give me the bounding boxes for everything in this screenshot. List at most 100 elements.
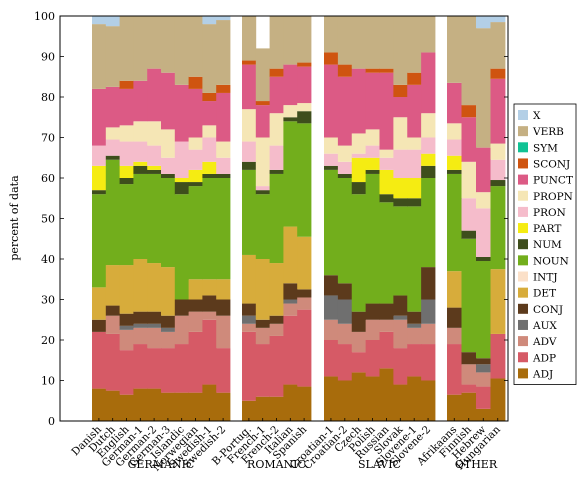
bar-segment-german-3-propn (161, 129, 176, 158)
bar-segment-danish-x (92, 16, 107, 25)
y-tick-label-90: 90 (41, 51, 55, 64)
bar-segment-swedish-1-num (202, 173, 217, 178)
bar-segment-hungarian-propn (490, 143, 506, 160)
bar-segment-hungarian-adp (490, 333, 506, 379)
bar-segment-hebrew-noun (476, 261, 491, 359)
bar-segment-hungarian-x (490, 16, 506, 23)
bar-segment-french-1-adj (255, 396, 270, 421)
bar-segment-b-portug-conj (242, 303, 257, 316)
legend-swatch-sym (518, 142, 528, 153)
bar-segment-czech-adv (351, 331, 367, 353)
bar-segment-english-part (119, 165, 134, 178)
bar-segment-czech-num (351, 182, 367, 195)
bar-segment-slovene-1-part (407, 178, 422, 199)
group-label-other: OTHER (455, 458, 498, 471)
bar-segment-french-1-verb (255, 48, 270, 102)
legend-label-noun: NOUN (533, 255, 569, 267)
bar-segment-danish-noun (92, 194, 107, 288)
bar-segment-french-2-det (269, 263, 284, 316)
bar-segment-french-2-adp (269, 335, 284, 397)
legend-label-sym: SYM (533, 142, 558, 154)
bar-segment-swedish-1-propn (202, 125, 217, 138)
bar-segment-b-portug-num (242, 161, 257, 170)
bar-segment-danish-pron (92, 145, 107, 166)
bar-segment-french-1-adp (255, 344, 270, 397)
bar-segment-french-1-noun (255, 194, 270, 259)
bar-segment-swedish-1-noun (202, 178, 217, 280)
bar-segment-german-2-adp (147, 348, 162, 389)
bar-segment-croatian-2-noun (337, 178, 353, 284)
bar-segment-hungarian-punct (490, 78, 506, 144)
bar-segment-slovene-1-conj (407, 311, 422, 324)
bar-segment-english-num (119, 178, 134, 185)
bar-segment-b-portug-punct (242, 64, 257, 110)
bar-segment-czech-part (351, 157, 367, 183)
bar-segment-afrikaans-adp (447, 344, 462, 395)
bar-segment-english-propn (119, 125, 134, 142)
bar-segment-czech-adp (351, 352, 367, 373)
bar-segment-slovene-1-propn (407, 137, 422, 150)
bar-segment-english-punct (119, 88, 134, 126)
bar-segment-german-3-noun (161, 178, 176, 268)
bar-segment-english-adp (119, 350, 134, 395)
bar-segment-swedish-2-det (216, 279, 231, 300)
bar-segment-hungarian-pron (490, 159, 506, 181)
bar-segment-croatian-1-propn (324, 137, 339, 154)
y-tick-label-70: 70 (41, 132, 55, 145)
bar-segment-danish-num (92, 190, 107, 195)
bar-segment-slovak-verb (393, 16, 408, 85)
bar-segment-french-1-propn (255, 137, 270, 187)
legend-label-adv: ADV (532, 336, 557, 348)
bar-segment-slovene-1-punct (407, 84, 422, 138)
bar-segment-english-verb (119, 16, 134, 81)
bar-segment-islandic-adv (174, 315, 189, 345)
bar-segment-polish-part (365, 157, 380, 170)
bar-segment-norwegian-pron (188, 149, 203, 170)
bar-segment-french-1-adv (255, 327, 270, 345)
bar-segment-russian-propn (379, 149, 394, 158)
bar-segment-german-1-det (133, 259, 148, 312)
bar-segment-swedish-1-x (202, 16, 217, 25)
legend-swatch-verb (518, 126, 528, 137)
bar-segment-b-portug-aux (242, 315, 257, 324)
bar-segment-danish-adp (92, 331, 107, 389)
bar-segment-english-sconj (119, 80, 134, 89)
bar-segment-german-3-det (161, 267, 176, 316)
bar-segment-slovene-2-conj (421, 267, 436, 300)
bar-segment-norwegian-adp (188, 331, 203, 393)
bar-segment-islandic-noun (174, 194, 189, 300)
bar-segment-spanish-conj (297, 289, 312, 298)
bar-segment-slovene-2-aux (421, 299, 436, 324)
bar-segment-polish-pron (365, 145, 380, 158)
bar-segment-finnish-num (461, 230, 477, 239)
legend-swatch-part (518, 223, 528, 234)
bar-segment-norwegian-propn (188, 137, 203, 150)
bar-segment-french-2-pron (269, 145, 284, 170)
y-tick-label-50: 50 (41, 213, 55, 226)
bar-segment-slovene-1-num (407, 198, 422, 207)
group-label-slavic: SLAVIC (358, 458, 401, 471)
bar-segment-french-2-conj (269, 315, 284, 324)
bar-segment-spanish-sconj (297, 62, 312, 67)
bar-segment-swedish-2-adv (216, 315, 231, 349)
legend-swatch-det (518, 287, 528, 298)
bar-segment-french-2-num (269, 169, 284, 174)
bar-segment-italian-propn (283, 105, 298, 118)
legend-swatch-aux (518, 319, 528, 330)
bar-segment-dutch-propn (105, 127, 120, 140)
bar-segment-swedish-2-num (216, 173, 231, 178)
bar-segment-dutch-noun (105, 159, 120, 266)
y-tick-label-10: 10 (41, 375, 55, 388)
bar-segment-german-1-noun (133, 173, 148, 259)
bar-segment-b-portug-propn (242, 109, 257, 142)
bar-segment-german-3-adj (161, 392, 176, 421)
bar-segment-french-2-propn (269, 113, 284, 146)
bar-segment-german-1-verb (133, 16, 148, 81)
bar-segment-croatian-2-adp (337, 344, 353, 381)
bar-segment-italian-adj (283, 384, 298, 421)
bar-segment-german-2-pron (147, 145, 162, 166)
bar-segment-afrikaans-propn (447, 123, 462, 140)
bar-segment-swedish-2-pron (216, 157, 231, 174)
bar-segment-german-2-aux (147, 323, 162, 328)
bar-segment-hungarian-adj (490, 378, 506, 421)
